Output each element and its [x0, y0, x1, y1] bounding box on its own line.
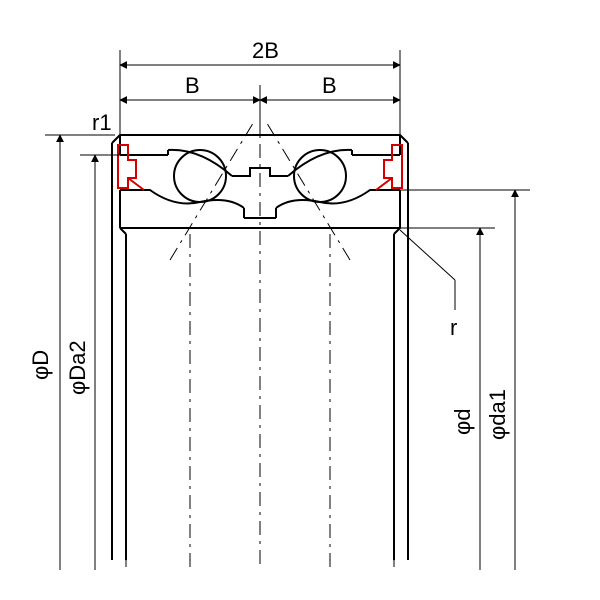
label-r1: r1 [92, 110, 112, 135]
label-phi-D: φD [28, 350, 53, 380]
label-phi-da1: φda1 [485, 389, 510, 440]
label-b-right: B [322, 73, 337, 98]
centerlines [126, 115, 394, 570]
label-2b: 2B [252, 38, 279, 63]
label-phi-d: φd [450, 408, 475, 435]
bearing-cross-section: 2B B B r1 [0, 0, 600, 600]
label-phi-Da2: φDa2 [65, 340, 90, 395]
label-r: r [450, 315, 457, 340]
dim-phi-da1: φda1 [485, 190, 515, 570]
label-b-left: B [185, 73, 200, 98]
